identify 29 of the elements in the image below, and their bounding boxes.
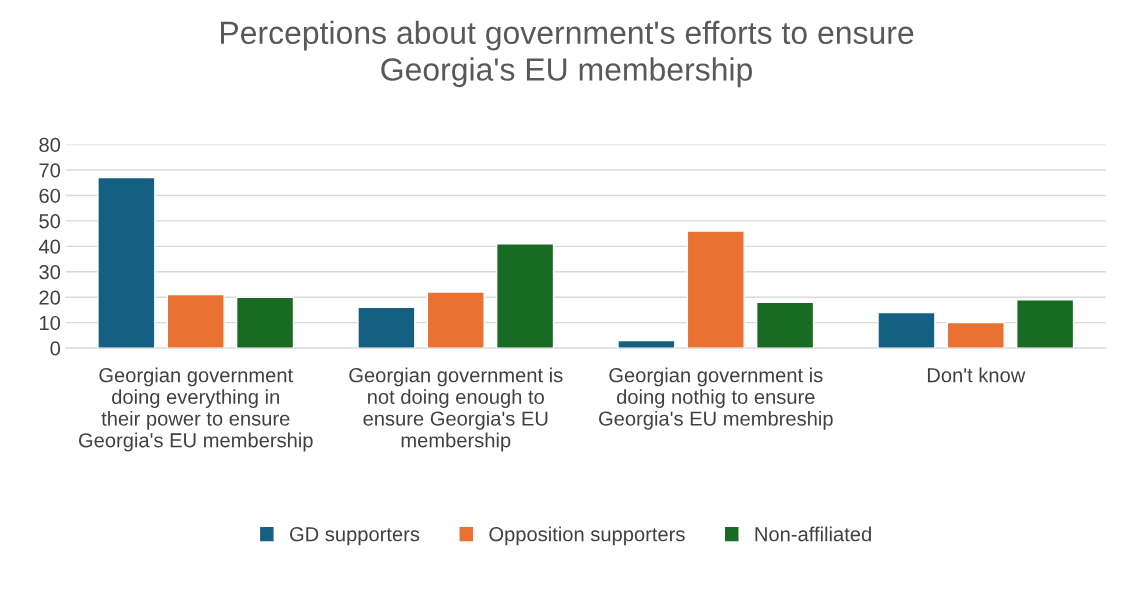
bar bbox=[617, 339, 676, 349]
y-tick-label: 10 bbox=[39, 315, 61, 331]
y-tick-label: 40 bbox=[38, 239, 61, 254]
legend-label: Opposition supporters bbox=[489, 526, 685, 546]
bar bbox=[235, 296, 295, 349]
bar bbox=[357, 306, 416, 349]
bar bbox=[495, 243, 555, 349]
legend-label: GD supporters bbox=[290, 527, 420, 546]
y-tick-label: 20 bbox=[39, 290, 61, 305]
y-tick-label: 30 bbox=[39, 265, 61, 280]
x-tick-label: Georgian government is not doing enough to ensure Georgia's EU membership bbox=[349, 367, 563, 452]
y-tick-label: 60 bbox=[39, 188, 61, 203]
x-tick-label: Georgian government is doing nothig to ensure Georgia's EU membreship bbox=[599, 367, 833, 430]
legend-label: Non-affiliated bbox=[755, 526, 871, 542]
chart-title: Perceptions about government's efforts to ensure Georgia's EU membership bbox=[221, 20, 914, 88]
bar bbox=[877, 311, 936, 349]
bar bbox=[97, 176, 156, 349]
bar bbox=[755, 301, 815, 349]
bar bbox=[426, 291, 485, 349]
bar bbox=[166, 293, 225, 349]
x-tick-label: Don't know bbox=[927, 367, 1026, 383]
y-tick-label: 80 bbox=[39, 137, 61, 153]
y-tick-label: 0 bbox=[50, 341, 61, 356]
x-tick-label: Georgian government doing everything in their power to ensure Georgia's EU membership bbox=[78, 367, 313, 452]
bar bbox=[1016, 299, 1075, 349]
bar bbox=[686, 230, 745, 349]
y-tick-label: 50 bbox=[39, 214, 61, 229]
y-tick-label: 70 bbox=[39, 163, 61, 178]
bar bbox=[946, 321, 1005, 349]
